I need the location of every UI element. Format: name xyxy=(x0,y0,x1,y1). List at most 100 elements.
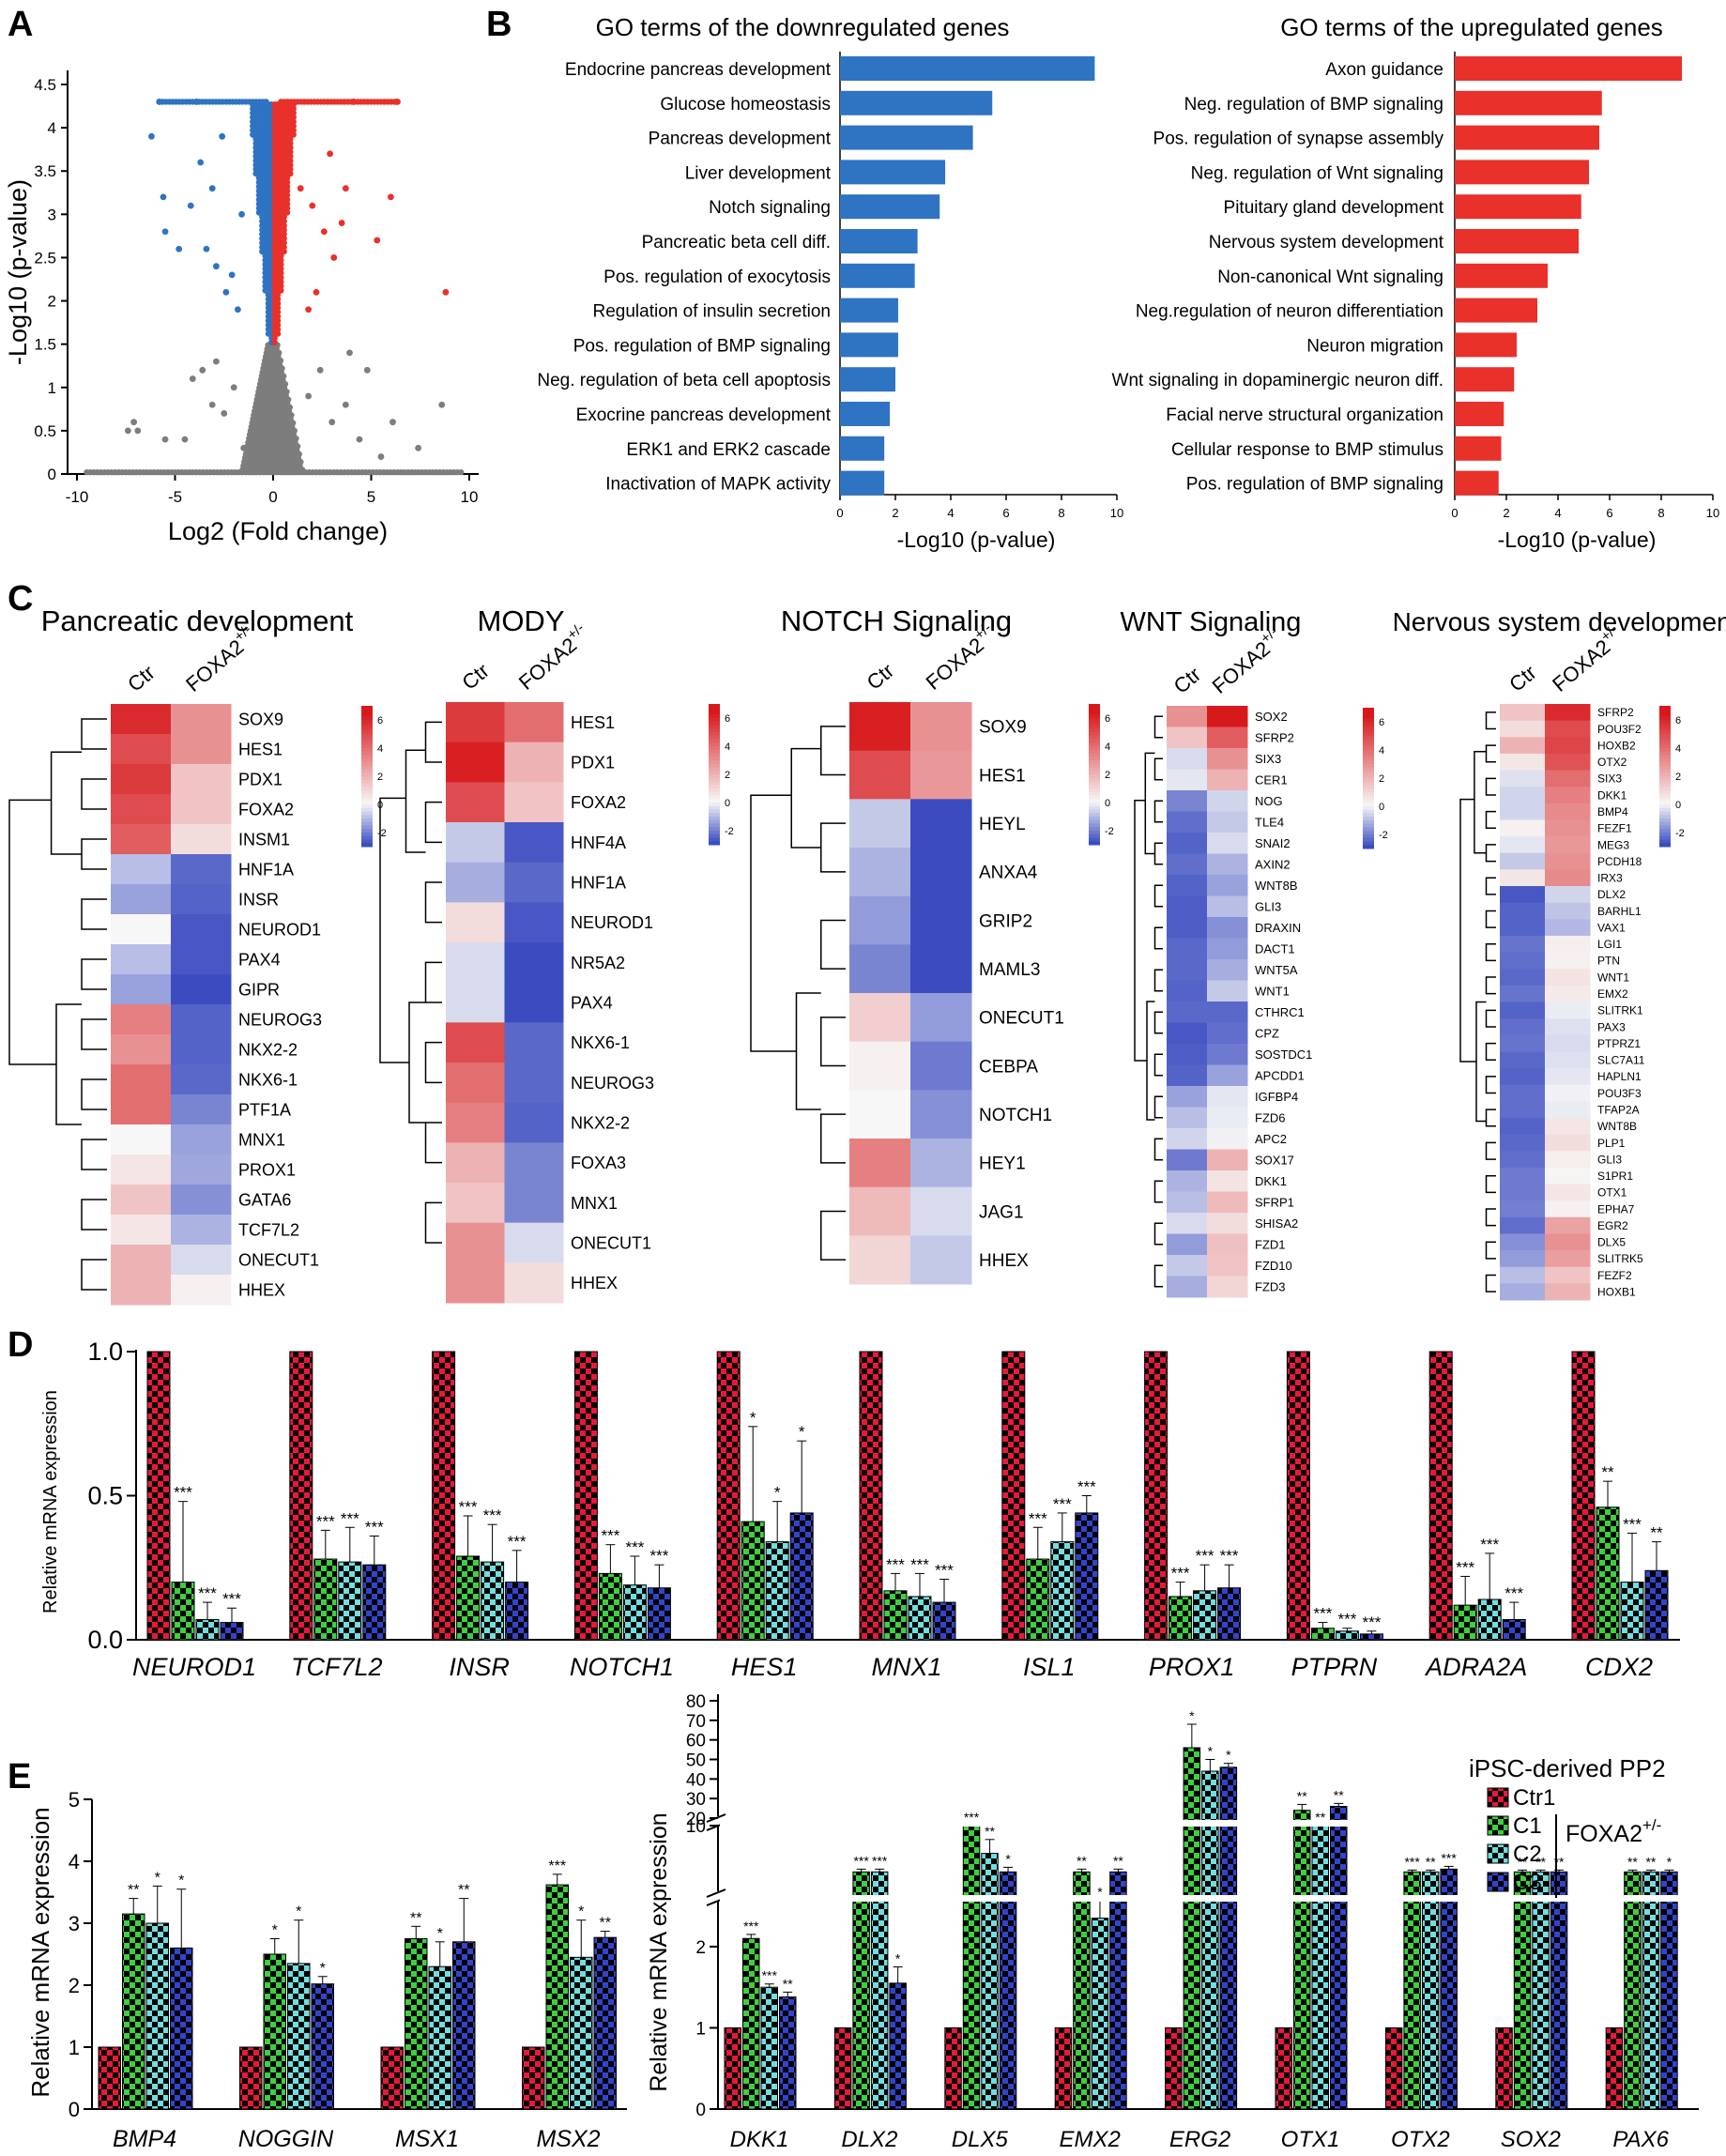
volcano-point-down xyxy=(255,191,263,199)
heatmap-cell-ctr xyxy=(1167,1233,1208,1256)
heatmap-scale-segment xyxy=(1363,837,1374,842)
go-up-category-label: Pituitary gland development xyxy=(1224,198,1444,218)
go-down-x-tick-label: 0 xyxy=(836,506,843,520)
heatmap-scale-segment xyxy=(709,805,720,810)
qpcr-d-bar xyxy=(1168,1596,1193,1641)
qpcr-e1-bar xyxy=(545,1884,569,2110)
heatmap-scale-segment xyxy=(1659,730,1671,735)
heatmap-scale-segment xyxy=(1659,741,1671,745)
heatmap-cell-ctr xyxy=(111,1094,172,1125)
volcano-point-up xyxy=(342,185,349,192)
heatmap-cell-foxa2 xyxy=(1545,1002,1591,1019)
heatmap-dendrogram xyxy=(1459,711,1496,1292)
heatmap-cell-ctr xyxy=(1500,1018,1546,1036)
heatmap-scale-segment xyxy=(1363,834,1374,839)
volcano-point-up xyxy=(283,209,291,216)
qpcr-e2-bar xyxy=(1165,2026,1183,2110)
heatmap-scale-segment xyxy=(1363,711,1374,715)
heatmap-cell-ctr xyxy=(1500,753,1546,772)
heatmap-cell-ctr xyxy=(1167,917,1208,939)
qpcr-e1-bar xyxy=(380,2046,404,2110)
qpcr-d-bar xyxy=(1335,1630,1359,1641)
qpcr-d-bar xyxy=(220,1622,244,1641)
qpcr-e2-bar xyxy=(742,1937,760,2110)
heatmap-scale-segment xyxy=(1659,769,1671,773)
volcano-point-down xyxy=(262,274,268,281)
heatmap-gene-label: FEZF1 xyxy=(1597,822,1632,835)
go-down-bar xyxy=(840,298,898,323)
volcano-point-ns xyxy=(181,436,189,443)
qpcr-d-bar xyxy=(456,1555,481,1641)
heatmap-gene-label: MEG3 xyxy=(1597,838,1629,851)
heatmap-gene-label: PROX1 xyxy=(238,1160,296,1179)
heatmap-scale-segment xyxy=(1363,799,1374,803)
qpcr-e2-significance: ** xyxy=(1645,1854,1656,1869)
heatmap-scale-segment xyxy=(709,725,720,729)
heatmap-cell-ctr xyxy=(1500,1084,1546,1102)
heatmap-gene-label: SHISA2 xyxy=(1255,1216,1298,1231)
heatmap-gene-label: HNF1A xyxy=(571,873,626,892)
heatmap-scale-segment xyxy=(361,712,373,717)
heatmap-scale-segment xyxy=(709,718,720,723)
qpcr-e2-bar xyxy=(1660,1871,1678,2110)
qpcr-e2-bar xyxy=(1605,2026,1624,2110)
qpcr-e1-bar xyxy=(263,1953,286,2110)
qpcr-e2-bar xyxy=(1624,1871,1642,2110)
heatmap-scale-tick: 2 xyxy=(1379,773,1384,785)
qpcr-e1-category-label: NOGGIN xyxy=(238,2126,334,2152)
volcano-x-tick-label: -5 xyxy=(168,488,182,506)
qpcr-d-bar xyxy=(1571,1351,1596,1641)
heatmap-scale-segment xyxy=(709,707,720,711)
heatmap-gene-label: HHEX xyxy=(979,1251,1029,1271)
heatmap-cell-ctr xyxy=(446,1063,505,1104)
heatmap-scale-segment xyxy=(709,831,720,835)
heatmap-cell-foxa2 xyxy=(1545,819,1591,837)
heatmap-scale-segment xyxy=(1659,723,1671,727)
heatmap-gene-label: HHEX xyxy=(571,1274,618,1292)
heatmap-scale-segment xyxy=(1089,791,1100,796)
heatmap-scale-segment xyxy=(709,746,720,751)
heatmap-scale-segment xyxy=(1089,739,1100,743)
legend-group-label: FOXA2+/- xyxy=(1566,1816,1661,1847)
heatmap-cell-ctr xyxy=(111,884,172,915)
volcano-point-down xyxy=(259,239,266,246)
heatmap-scale-segment xyxy=(1089,704,1100,709)
heatmap-cell-ctr xyxy=(1500,1101,1546,1119)
go-down-x-tick-label: 6 xyxy=(1002,506,1009,520)
heatmap-scale-segment xyxy=(1363,845,1374,849)
go-up-x-label: -Log10 (p-value) xyxy=(1498,528,1657,552)
heatmap-title: Nervous system development xyxy=(1393,607,1726,636)
heatmap-cell-foxa2 xyxy=(910,799,972,849)
qpcr-e2-bar xyxy=(981,1853,999,2110)
volcano-point-up xyxy=(281,222,287,229)
heatmap-scale-segment xyxy=(1089,725,1100,729)
volcano-point-up xyxy=(338,220,345,226)
heatmap-gene-label: POU3F2 xyxy=(1597,723,1642,736)
heatmap-gene-label: NEUROD1 xyxy=(238,920,321,939)
volcano-point-ns xyxy=(230,384,237,391)
qpcr-e2-significance: ** xyxy=(1426,1854,1436,1869)
qpcr-d-category-label: ISL1 xyxy=(1023,1653,1076,1681)
heatmap-cell-ctr xyxy=(1500,1266,1546,1284)
heatmap-scale-segment xyxy=(1659,748,1671,753)
qpcr-e2-bar xyxy=(1403,1871,1421,2110)
heatmap-cell-ctr xyxy=(1500,1134,1546,1152)
heatmap-scale-segment xyxy=(709,749,720,754)
qpcr-e2-significance: ** xyxy=(1554,1854,1565,1869)
qpcr-e1-significance: * xyxy=(320,1961,326,1977)
volcano-point-down xyxy=(262,261,268,268)
heatmap-gene-label: SFRP2 xyxy=(1255,730,1294,744)
heatmap-gene-label: SNAI2 xyxy=(1255,836,1291,850)
go-up-bar xyxy=(1455,56,1682,81)
go-down-x-tick-label: 8 xyxy=(1058,506,1064,520)
volcano-point-down xyxy=(265,326,272,333)
heatmap-scale-segment xyxy=(1659,801,1671,805)
qpcr-e2-bar xyxy=(1109,1871,1127,2110)
heatmap-cell-ctr xyxy=(111,1154,172,1185)
heatmap-scale-segment xyxy=(1089,774,1100,779)
heatmap-scale-segment xyxy=(1363,753,1374,757)
volcano-point-up xyxy=(274,317,282,324)
volcano-point-ns xyxy=(458,468,465,476)
